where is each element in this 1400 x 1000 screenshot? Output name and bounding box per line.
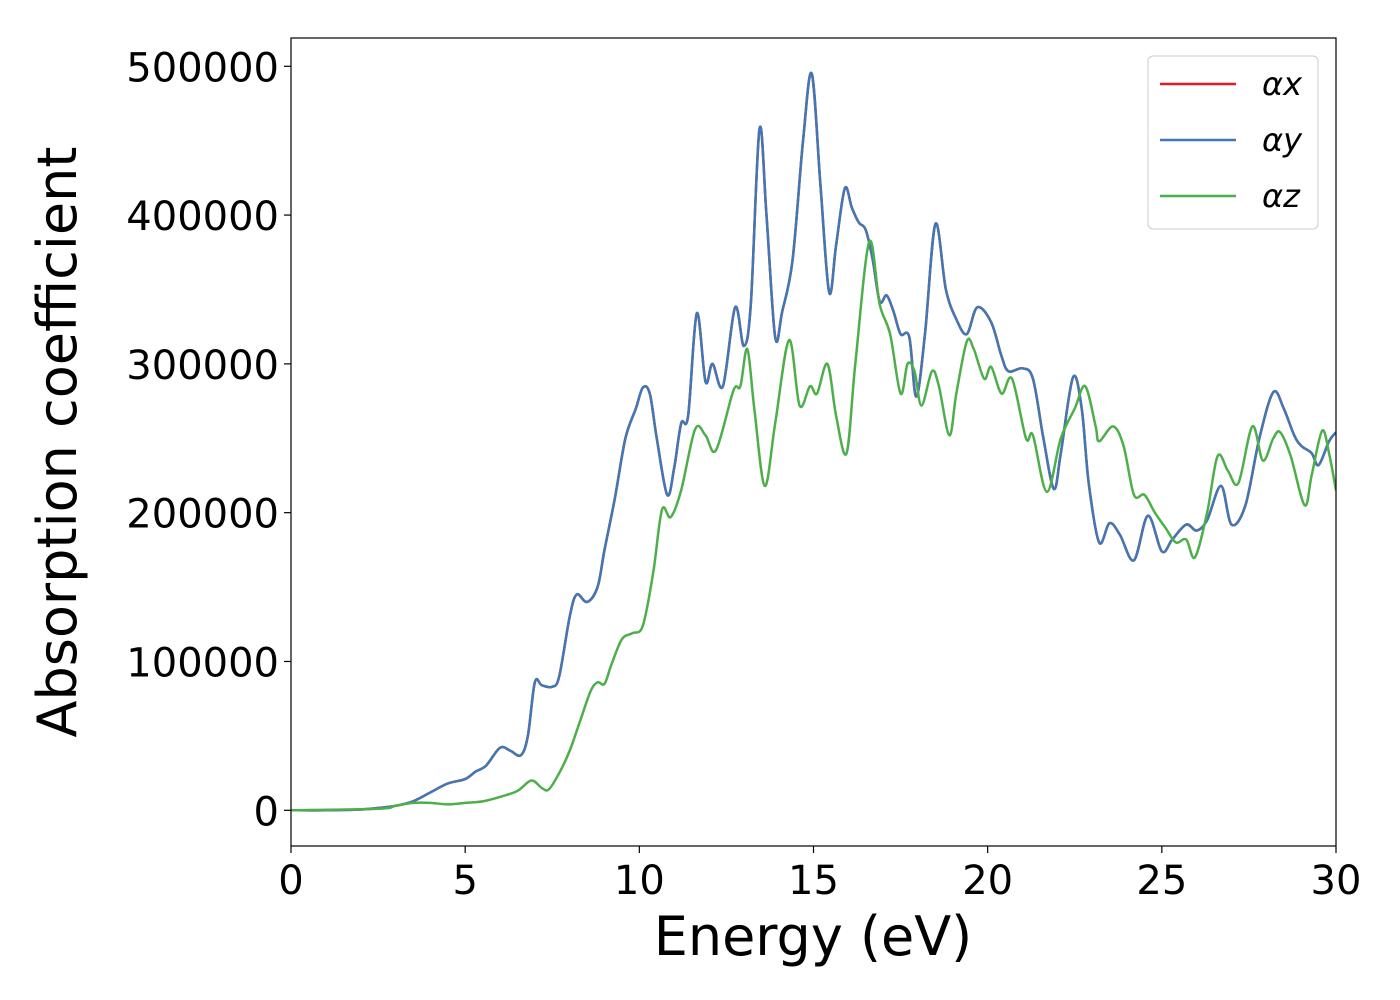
x-tick-label: 15: [788, 858, 839, 904]
x-axis-label: Energy (eV): [654, 905, 973, 968]
x-tick-label: 10: [614, 858, 665, 904]
y-tick-label: 200000: [126, 492, 279, 538]
x-tick-label: 20: [962, 858, 1013, 904]
y-tick-label: 300000: [126, 343, 279, 389]
y-axis-label: Absorption coefficient: [26, 147, 89, 738]
legend-box: [1147, 55, 1319, 230]
x-tick-label: 30: [1311, 858, 1362, 904]
data-line: [291, 239, 1336, 812]
x-tick-label: 25: [1136, 858, 1187, 904]
legend-label: αz: [1262, 177, 1301, 215]
data-line: [291, 71, 1336, 812]
legend-label: αy: [1262, 121, 1303, 159]
x-tick-label: 5: [452, 858, 477, 904]
x-tick-label: 0: [278, 858, 303, 904]
y-tick-label: 100000: [126, 640, 279, 686]
legend-label: αx: [1262, 65, 1303, 103]
y-tick-label: 400000: [126, 194, 279, 240]
y-tick-label: 0: [254, 789, 279, 835]
y-tick-label: 500000: [126, 45, 279, 91]
